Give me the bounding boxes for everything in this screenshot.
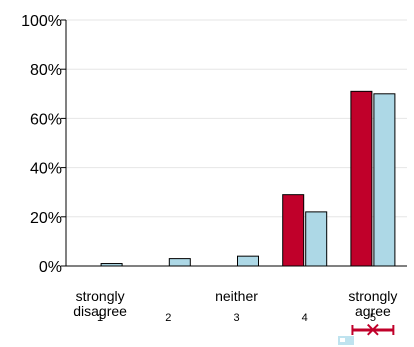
y-tick-label: 40%	[30, 161, 62, 178]
x-tick-label: 1	[97, 312, 103, 324]
gridlines	[61, 19, 407, 267]
bar-series-1	[282, 194, 305, 267]
category-text-line: strongly	[76, 288, 125, 304]
y-tick-label: 20%	[30, 210, 62, 227]
bed-icon-body	[338, 336, 354, 345]
bar-series-1	[350, 90, 373, 267]
category-text-line: strongly	[348, 288, 397, 304]
y-tick-label: 80%	[30, 62, 62, 79]
bed-icon-pillow	[340, 338, 345, 342]
error-marker: ✕	[351, 320, 395, 342]
y-tick-label: 100%	[21, 13, 62, 30]
x-tick-labels: 1 2 3 4 5	[97, 312, 376, 324]
bar-series-2	[305, 211, 328, 267]
y-tick-label: 0%	[39, 259, 62, 276]
error-marker-glyph: ✕	[365, 320, 382, 342]
y-tick-labels: 0% 20% 40% 60% 80% 100%	[21, 13, 62, 276]
y-tick-label: 60%	[30, 111, 62, 128]
axes	[65, 20, 407, 267]
x-tick-label: 3	[233, 312, 239, 324]
bar-series-2	[168, 258, 191, 267]
bed-icon	[338, 336, 354, 345]
category-text-line: disagree	[73, 303, 127, 319]
bar-series-2	[237, 255, 259, 267]
bar-series-2	[373, 93, 396, 267]
bars	[100, 90, 396, 267]
category-text-line: neither	[215, 288, 258, 304]
x-tick-label: 5	[370, 312, 376, 324]
category-text-line: agree	[355, 303, 391, 319]
x-tick-label: 4	[302, 312, 308, 324]
x-tick-label: 2	[165, 312, 171, 324]
